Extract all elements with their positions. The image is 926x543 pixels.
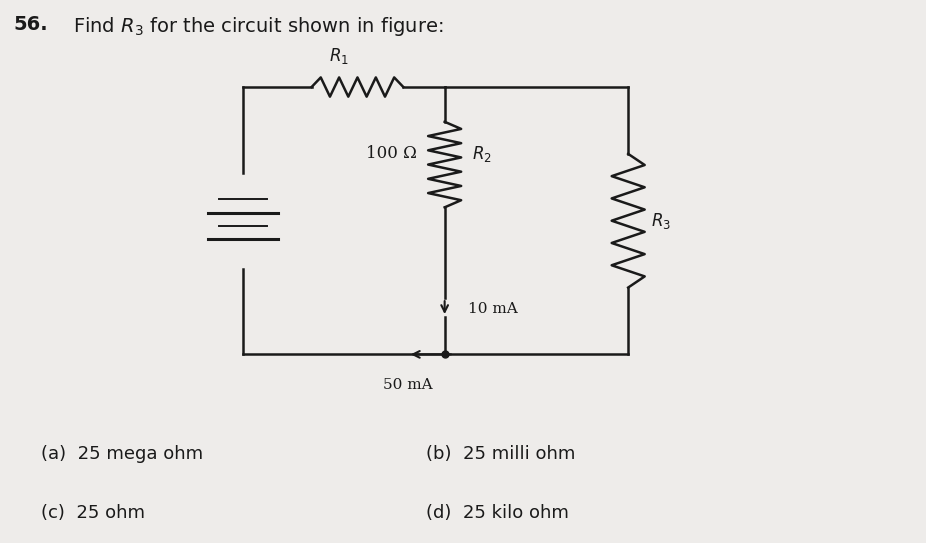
Text: $R_1$: $R_1$ [329,46,349,66]
Text: 10 mA: 10 mA [468,302,518,316]
Text: (a)  25 mega ohm: (a) 25 mega ohm [41,445,203,463]
Text: 56.: 56. [13,15,48,34]
Text: Find $R_3$ for the circuit shown in figure:: Find $R_3$ for the circuit shown in figu… [73,15,444,38]
Text: $R_3$: $R_3$ [651,211,671,231]
Text: (d)  25 kilo ohm: (d) 25 kilo ohm [426,504,569,522]
Text: (c)  25 ohm: (c) 25 ohm [41,504,144,522]
Text: (b)  25 milli ohm: (b) 25 milli ohm [426,445,576,463]
Text: 50 mA: 50 mA [383,378,432,393]
Text: 100 Ω: 100 Ω [367,146,417,162]
Text: $R_2$: $R_2$ [472,144,492,164]
